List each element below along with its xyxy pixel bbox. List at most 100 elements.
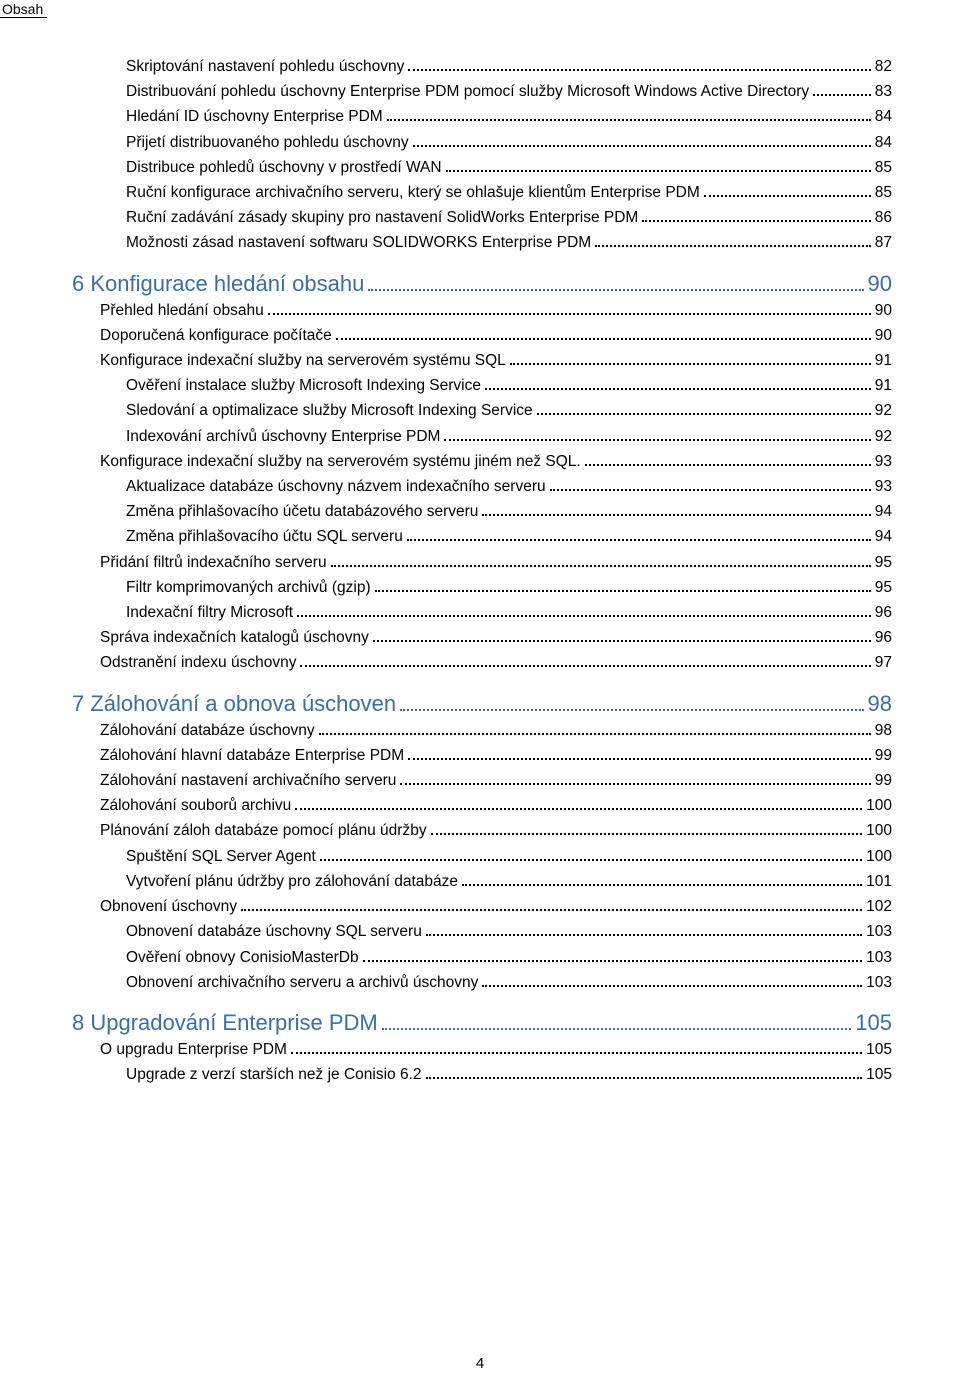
toc-entry-row[interactable]: Ruční zadávání zásady skupiny pro nastav…	[72, 205, 892, 230]
toc-entry-row[interactable]: Správa indexačních katalogů úschovny96	[72, 625, 892, 650]
toc-entry-row[interactable]: Zálohování databáze úschovny98	[72, 718, 892, 743]
toc-leader-dots	[446, 170, 871, 172]
toc-entry-label: 8 Upgradování Enterprise PDM	[72, 1009, 378, 1037]
toc-entry-row[interactable]: Změna přihlašovacího účtu SQL serveru94	[72, 524, 892, 549]
toc-leader-dots	[375, 590, 871, 592]
toc-entry-row[interactable]: Odstranění indexu úschovny97	[72, 650, 892, 675]
toc-leader-dots	[537, 413, 871, 415]
toc-entry-page: 103	[866, 919, 892, 944]
toc-leader-dots	[336, 338, 871, 340]
toc-entry-row[interactable]: Skriptování nastavení pohledu úschovny82	[72, 54, 892, 79]
toc-entry-label: Indexační filtry Microsoft	[126, 600, 293, 625]
toc-leader-dots	[413, 145, 871, 147]
toc-entry-row[interactable]: Upgrade z verzí starších než je Conisio …	[72, 1062, 892, 1087]
toc-entry-page: 91	[875, 373, 892, 398]
toc-leader-dots	[462, 884, 862, 886]
toc-entry-row[interactable]: Možnosti zásad nastavení softwaru SOLIDW…	[72, 230, 892, 255]
toc-entry-row[interactable]: Obnovení databáze úschovny SQL serveru10…	[72, 919, 892, 944]
toc-leader-dots	[400, 783, 870, 785]
toc-entry-page: 95	[875, 575, 892, 600]
toc-entry-row[interactable]: Ověření instalace služby Microsoft Index…	[72, 373, 892, 398]
toc-entry-page: 101	[866, 869, 892, 894]
running-header: Obsah	[0, 0, 47, 18]
toc-entry-row[interactable]: Přehled hledání obsahu90	[72, 298, 892, 323]
toc-leader-dots	[585, 464, 871, 466]
toc-entry-label: Změna přihlašovacího účetu databázového …	[126, 499, 478, 524]
toc-entry-label: Plánování záloh databáze pomocí plánu úd…	[100, 818, 427, 843]
toc-entry-row[interactable]: Ověření obnovy ConisioMasterDb103	[72, 945, 892, 970]
toc-entry-label: Ruční konfigurace archivačního serveru, …	[126, 180, 700, 205]
toc-entry-page: 99	[875, 768, 892, 793]
toc-entry-row[interactable]: Indexační filtry Microsoft96	[72, 600, 892, 625]
toc-entry-row[interactable]: Přidání filtrů indexačního serveru95	[72, 550, 892, 575]
page-number-value: 4	[476, 1355, 484, 1372]
toc-entry-label: Zálohování hlavní databáze Enterprise PD…	[100, 743, 404, 768]
toc-entry-page: 95	[875, 550, 892, 575]
toc-leader-dots	[431, 833, 863, 835]
toc-entry-page: 105	[855, 1009, 892, 1037]
toc-entry-row[interactable]: Filtr komprimovaných archivů (gzip)95	[72, 575, 892, 600]
toc-entry-page: 87	[875, 230, 892, 255]
toc-leader-dots	[387, 119, 871, 121]
toc-entry-page: 98	[868, 690, 892, 718]
toc-entry-page: 84	[875, 104, 892, 129]
toc-entry-page: 102	[866, 894, 892, 919]
toc-entry-row[interactable]: Vytvoření plánu údržby pro zálohování da…	[72, 869, 892, 894]
toc-entry-page: 82	[875, 54, 892, 79]
toc-chapter-row[interactable]: 6 Konfigurace hledání obsahu90	[72, 270, 892, 298]
toc-entry-row[interactable]: Zálohování hlavní databáze Enterprise PD…	[72, 743, 892, 768]
toc-entry-row[interactable]: Indexování archívů úschovny Enterprise P…	[72, 424, 892, 449]
toc-entry-row[interactable]: Distribuce pohledů úschovny v prostředí …	[72, 155, 892, 180]
toc-leader-dots	[426, 934, 862, 936]
toc-leader-dots	[704, 195, 871, 197]
toc-leader-dots	[482, 514, 870, 516]
toc-entry-page: 100	[866, 844, 892, 869]
toc-chapter-row[interactable]: 8 Upgradování Enterprise PDM 105	[72, 1009, 892, 1037]
toc-entry-row[interactable]: Spuštění SQL Server Agent100	[72, 844, 892, 869]
toc-leader-dots	[550, 489, 871, 491]
toc-entry-page: 85	[875, 155, 892, 180]
toc-entry-label: Zálohování nastavení archivačního server…	[100, 768, 396, 793]
toc-entry-row[interactable]: Změna přihlašovacího účetu databázového …	[72, 499, 892, 524]
toc-entry-label: Obnovení úschovny	[100, 894, 237, 919]
toc-entry-row[interactable]: Plánování záloh databáze pomocí plánu úd…	[72, 818, 892, 843]
toc-entry-page: 90	[875, 323, 892, 348]
toc-entry-label: 7 Zálohování a obnova úschoven	[72, 690, 396, 718]
toc-entry-page: 100	[866, 793, 892, 818]
toc-entry-row[interactable]: Hledání ID úschovny Enterprise PDM84	[72, 104, 892, 129]
toc-leader-dots	[485, 388, 871, 390]
toc-entry-row[interactable]: Sledování a optimalizace služby Microsof…	[72, 398, 892, 423]
toc-leader-dots	[363, 960, 863, 962]
toc-entry-row[interactable]: Distribuování pohledu úschovny Enterpris…	[72, 79, 892, 104]
toc-entry-label: Správa indexačních katalogů úschovny	[100, 625, 369, 650]
toc-entry-row[interactable]: Konfigurace indexační služby na serverov…	[72, 449, 892, 474]
toc-entry-label: Zálohování databáze úschovny	[100, 718, 315, 743]
toc-entry-row[interactable]: Konfigurace indexační služby na serverov…	[72, 348, 892, 373]
toc-entry-label: Obnovení archivačního serveru a archivů …	[126, 970, 478, 995]
toc-entry-row[interactable]: O upgradu Enterprise PDM105	[72, 1037, 892, 1062]
toc-entry-row[interactable]: Přijetí distribuovaného pohledu úschovny…	[72, 130, 892, 155]
toc-leader-dots	[595, 245, 871, 247]
toc-leader-dots	[320, 859, 862, 861]
toc-leader-dots	[408, 69, 870, 71]
toc-leader-dots	[482, 985, 862, 987]
toc-entry-label: Možnosti zásad nastavení softwaru SOLIDW…	[126, 230, 591, 255]
toc-chapter-row[interactable]: 7 Zálohování a obnova úschoven 98	[72, 690, 892, 718]
toc-entry-row[interactable]: Doporučená konfigurace počítače90	[72, 323, 892, 348]
toc-entry-page: 94	[875, 524, 892, 549]
toc-entry-page: 85	[875, 180, 892, 205]
toc-entry-row[interactable]: Zálohování nastavení archivačního server…	[72, 768, 892, 793]
toc-entry-label: Přehled hledání obsahu	[100, 298, 264, 323]
toc-entry-row[interactable]: Obnovení úschovny 102	[72, 894, 892, 919]
toc-entry-row[interactable]: Ruční konfigurace archivačního serveru, …	[72, 180, 892, 205]
toc-entry-row[interactable]: Obnovení archivačního serveru a archivů …	[72, 970, 892, 995]
toc-leader-dots	[813, 94, 871, 96]
toc-entry-label: 6 Konfigurace hledání obsahu	[72, 270, 364, 298]
toc-entry-label: Konfigurace indexační služby na serverov…	[100, 449, 581, 474]
toc-entry-row[interactable]: Aktualizace databáze úschovny názvem ind…	[72, 474, 892, 499]
toc-entry-page: 100	[866, 818, 892, 843]
toc-leader-dots	[300, 665, 870, 667]
toc-entry-page: 103	[866, 970, 892, 995]
toc-leader-dots	[319, 733, 871, 735]
toc-entry-row[interactable]: Zálohování souborů archivu100	[72, 793, 892, 818]
